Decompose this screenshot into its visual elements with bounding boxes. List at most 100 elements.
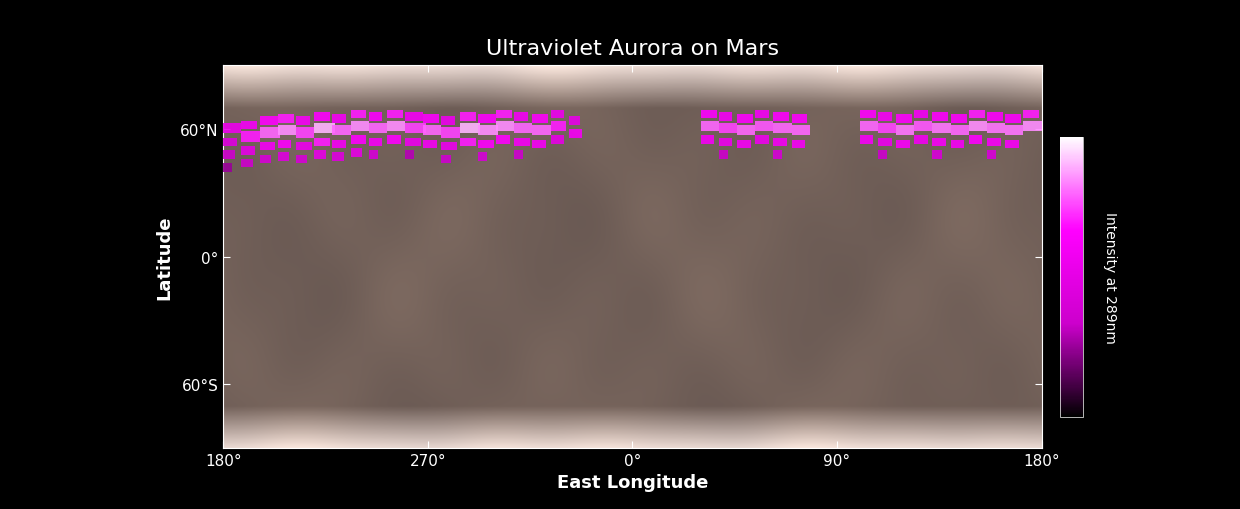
Bar [532, 140, 546, 149]
Bar [460, 123, 480, 134]
Bar [441, 117, 455, 126]
Bar [332, 126, 351, 136]
Bar [278, 153, 289, 162]
Bar [332, 115, 346, 123]
Bar [368, 138, 382, 147]
Bar [897, 115, 913, 123]
Bar [701, 111, 717, 119]
Bar [405, 113, 423, 121]
Bar [259, 117, 278, 126]
Bar [774, 138, 787, 147]
Bar [897, 126, 914, 136]
Bar [878, 151, 887, 159]
Bar [515, 113, 528, 121]
Bar [296, 117, 310, 126]
Bar [332, 153, 343, 162]
Bar [332, 140, 346, 149]
Bar [314, 138, 330, 147]
Bar [223, 138, 237, 147]
Y-axis label: Latitude: Latitude [155, 215, 172, 299]
Title: Ultraviolet Aurora on Mars: Ultraviolet Aurora on Mars [486, 39, 779, 59]
Bar [914, 136, 928, 145]
Bar [551, 121, 567, 132]
Bar [897, 140, 910, 149]
Bar [477, 126, 498, 136]
Bar [223, 151, 234, 159]
Bar [259, 155, 270, 164]
Bar [387, 111, 403, 119]
Bar [932, 123, 951, 134]
Bar [737, 140, 750, 149]
Bar [278, 140, 291, 149]
Bar [987, 151, 996, 159]
Bar [314, 151, 325, 159]
Bar [569, 117, 580, 126]
Bar [441, 155, 450, 164]
Bar [223, 164, 232, 172]
Bar [1023, 111, 1039, 119]
Bar [515, 123, 532, 134]
Bar [719, 123, 737, 134]
Bar [968, 121, 987, 132]
Bar [791, 115, 807, 123]
Bar [296, 155, 308, 164]
Bar [460, 138, 476, 147]
Bar [496, 121, 515, 132]
Bar [737, 115, 753, 123]
Bar [515, 151, 523, 159]
Bar [242, 121, 258, 130]
Bar [951, 115, 967, 123]
Bar [932, 138, 946, 147]
Bar [701, 136, 714, 145]
Bar [951, 140, 965, 149]
Bar [791, 126, 810, 136]
Bar [859, 136, 873, 145]
Bar [423, 126, 441, 136]
Bar [719, 138, 733, 147]
Bar [914, 121, 932, 132]
Bar [278, 126, 296, 136]
Bar [242, 132, 259, 143]
Bar [368, 151, 378, 159]
Bar [296, 143, 312, 151]
Bar [551, 111, 564, 119]
Bar [477, 140, 494, 149]
Bar [496, 136, 510, 145]
Bar [477, 153, 487, 162]
Bar [515, 138, 531, 147]
Bar [423, 140, 436, 149]
Bar [460, 113, 476, 121]
Bar [423, 115, 439, 123]
Bar [441, 128, 460, 138]
Bar [296, 128, 314, 138]
Bar [859, 121, 878, 132]
Bar [569, 130, 583, 138]
Bar [259, 128, 280, 138]
Bar [477, 115, 496, 123]
Bar [932, 113, 949, 121]
Bar [314, 123, 335, 134]
Bar [878, 113, 892, 121]
Bar [405, 123, 425, 134]
Bar [532, 126, 551, 136]
Bar [968, 111, 985, 119]
Bar [951, 126, 968, 136]
Bar [737, 126, 755, 136]
Bar [755, 136, 769, 145]
Bar [242, 147, 255, 155]
Bar [878, 138, 892, 147]
Bar [405, 151, 414, 159]
Bar [1006, 126, 1023, 136]
Bar [351, 111, 367, 119]
Bar [351, 136, 367, 145]
Bar [242, 159, 253, 168]
Bar [859, 111, 875, 119]
Bar [351, 149, 362, 157]
Bar [968, 136, 982, 145]
Bar [368, 113, 382, 121]
Bar [532, 115, 548, 123]
Bar [774, 123, 791, 134]
Y-axis label: Intensity at 289nm: Intensity at 289nm [1104, 212, 1117, 343]
Bar [719, 151, 728, 159]
Bar [987, 113, 1003, 121]
